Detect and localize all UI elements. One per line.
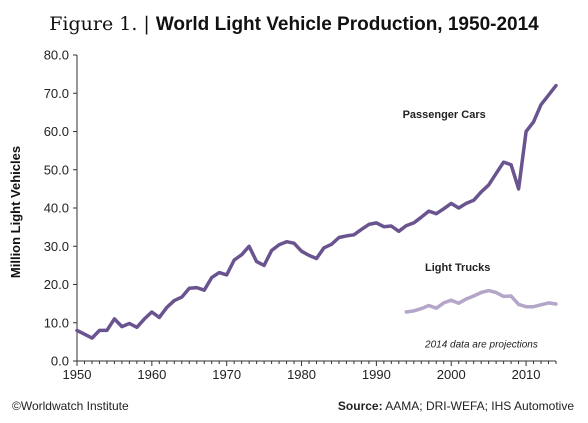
y-axis-title: Million Light Vehicles [8, 146, 23, 278]
y-tick-label: 20.0 [44, 277, 69, 292]
x-tick-label: 1970 [212, 367, 241, 382]
chart-ticks: 0.0 10.0 20.0 30.0 40.0 50.0 60.0 70.0 80.0 1950 1… [44, 48, 557, 382]
y-tick-label: 40.0 [44, 201, 69, 216]
x-tick-label: 1980 [287, 367, 316, 382]
y-tick-label: 0.0 [51, 354, 69, 369]
x-tick-label: 1950 [63, 367, 92, 382]
chart-labels: Million Light Vehicles Passenger Cars Ligh… [8, 109, 538, 350]
y-tick-label: 60.0 [44, 124, 69, 139]
title-separator: | [143, 13, 150, 35]
y-tick-label: 70.0 [44, 86, 69, 101]
chart-series [75, 83, 558, 340]
source-text: AAMA; DRI-WEFA; IHS Automotive [385, 399, 574, 413]
series-line-light-trucks [404, 288, 558, 314]
x-tick-label: 2010 [512, 367, 541, 382]
series-label-light-trucks: Light Trucks [425, 262, 490, 274]
credit-text: ©Worldwatch Institute [12, 399, 129, 413]
y-tick-label: 30.0 [44, 239, 69, 254]
chart-title: Figure 1. | World Light Vehicle Production… [0, 13, 588, 36]
source-label: Source: [337, 399, 383, 413]
figure-label: Figure 1. [49, 13, 138, 35]
x-tick-label: 1990 [362, 367, 391, 382]
y-tick-label: 50.0 [44, 162, 69, 177]
y-tick-label: 10.0 [44, 315, 69, 330]
y-tick-label: 80.0 [44, 48, 69, 63]
series-line-passenger-cars [75, 83, 558, 340]
series-label-passenger-cars: Passenger Cars [403, 109, 486, 121]
chart-title-text: World Light Vehicle Production, 1950-201… [155, 14, 539, 35]
x-tick-label: 2000 [437, 367, 466, 382]
projection-note: 2014 data are projections [424, 340, 538, 351]
source-note: Source: AAMA; DRI-WEFA; IHS Automotive [338, 399, 574, 413]
x-tick-label: 1960 [137, 367, 166, 382]
